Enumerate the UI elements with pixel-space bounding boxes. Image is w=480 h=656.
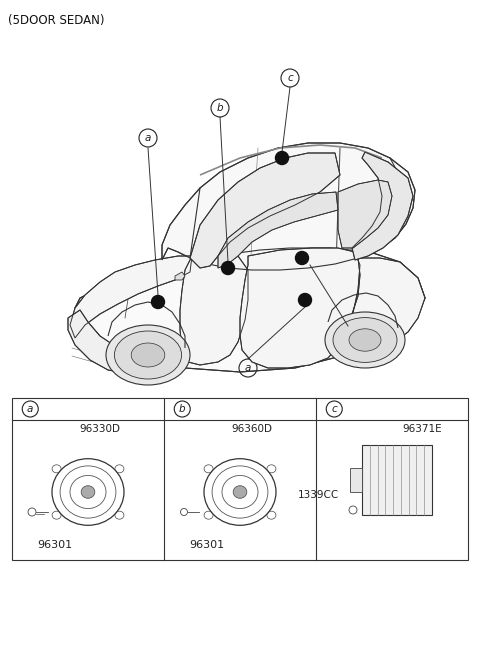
Polygon shape	[180, 254, 248, 365]
Polygon shape	[75, 248, 425, 372]
Polygon shape	[70, 256, 192, 338]
Text: a: a	[245, 363, 251, 373]
Text: 96301: 96301	[189, 540, 224, 550]
Polygon shape	[175, 272, 185, 280]
Text: 1339CC: 1339CC	[298, 490, 339, 500]
Circle shape	[299, 293, 312, 306]
Polygon shape	[352, 152, 413, 260]
Text: b: b	[216, 103, 223, 113]
Bar	[362, 445, 432, 515]
Ellipse shape	[349, 329, 381, 351]
Circle shape	[221, 262, 235, 274]
Bar	[350, 468, 362, 492]
Text: 96360D: 96360D	[231, 424, 273, 434]
Text: b: b	[345, 330, 351, 340]
Text: 96371E: 96371E	[402, 424, 442, 434]
Polygon shape	[68, 310, 145, 375]
Ellipse shape	[333, 318, 397, 362]
Polygon shape	[338, 180, 392, 248]
Ellipse shape	[233, 485, 247, 499]
Text: b: b	[179, 404, 186, 414]
Polygon shape	[190, 153, 340, 268]
Ellipse shape	[114, 331, 181, 379]
Circle shape	[152, 295, 165, 308]
Text: a: a	[27, 404, 34, 414]
Text: a: a	[145, 133, 151, 143]
Bar	[12, 398, 468, 560]
Text: c: c	[331, 404, 337, 414]
Circle shape	[296, 251, 309, 264]
Text: 96330D: 96330D	[80, 424, 120, 434]
Text: (5DOOR SEDAN): (5DOOR SEDAN)	[8, 14, 105, 27]
Polygon shape	[240, 248, 360, 368]
Ellipse shape	[81, 485, 95, 499]
Polygon shape	[162, 143, 415, 270]
Polygon shape	[345, 258, 425, 355]
Text: 96301: 96301	[37, 540, 72, 550]
Ellipse shape	[131, 343, 165, 367]
Polygon shape	[218, 192, 338, 268]
Ellipse shape	[106, 325, 190, 385]
Text: c: c	[287, 73, 293, 83]
Ellipse shape	[325, 312, 405, 368]
Circle shape	[276, 152, 288, 165]
